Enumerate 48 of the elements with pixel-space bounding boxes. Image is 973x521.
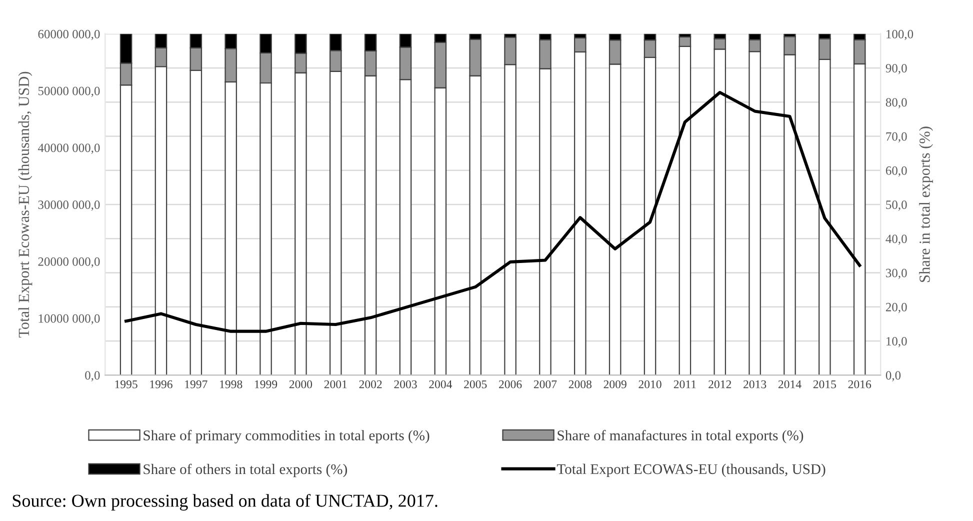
- y-tick-label: 60000 000,0: [38, 30, 100, 40]
- y-tick-label: 40000 000,0: [38, 144, 100, 154]
- x-tick-label: 1998: [220, 380, 242, 388]
- legend-label: Share of others in total exports (%): [144, 464, 347, 478]
- x-tick-label: 1999: [255, 380, 278, 388]
- x-tick-label: 2014: [778, 380, 802, 388]
- source-note: Source: Own processing based on data of UNCTAD, 2017.: [12, 494, 438, 511]
- x-tick-label: 2000: [289, 380, 312, 388]
- y-tick-label: 50000 000,0: [38, 86, 100, 97]
- y2-tick-label: 60,0: [886, 166, 907, 177]
- x-tick-label: 2016: [848, 380, 872, 388]
- x-tick-label: 2015: [813, 380, 836, 388]
- x-tick-label: 2007: [534, 380, 557, 388]
- x-tick-label: 1995: [115, 380, 138, 388]
- legend-label: Total Export ECOWAS-EU (thousands, USD): [556, 464, 826, 478]
- x-tick-label: 1996: [150, 380, 172, 388]
- y2-tick-label: 30,0: [886, 268, 907, 279]
- x-tick-label: 2003: [394, 380, 417, 388]
- x-tick-label: 2004: [429, 380, 452, 388]
- y-tick-label: 0,0: [85, 371, 100, 382]
- x-tick-label: 2006: [499, 380, 522, 388]
- y2-tick-label: 50,0: [886, 200, 907, 211]
- x-tick-label: 1997: [185, 380, 208, 388]
- x-tick-label: 2012: [708, 380, 732, 388]
- line-series: [124, 90, 862, 333]
- x-tick-label: 2001: [324, 380, 347, 388]
- y-tick-label: 10000 000,0: [38, 314, 100, 325]
- x-tick-label: 2002: [359, 380, 382, 388]
- y2-tick-label: 10,0: [886, 337, 907, 348]
- y2-tick-label: 70,0: [886, 132, 907, 142]
- y-tick-label: 20000 000,0: [38, 257, 100, 268]
- y2-tick-label: 80,0: [886, 98, 907, 108]
- x-tick-label: 2013: [744, 380, 766, 388]
- y2-axis-title: Share in total exports (%): [919, 126, 933, 282]
- y2-tick-label: 100,0: [886, 30, 914, 40]
- x-tick-label: 2008: [568, 380, 592, 388]
- x-tick-label: 2005: [464, 380, 487, 388]
- y2-tick-label: 40,0: [886, 234, 907, 245]
- y-axis-title: Total Export Ecowas-EU (thousands, USD): [18, 72, 32, 338]
- y2-tick-label: 90,0: [886, 64, 907, 74]
- x-tick-label: 2009: [604, 380, 626, 388]
- legend-label: Share of primary commodities in total eports (%): [144, 430, 430, 444]
- x-tick-label: 2010: [638, 380, 662, 388]
- y2-tick-label: 0,0: [886, 371, 901, 382]
- x-tick-label: 2011: [674, 380, 696, 388]
- legend-label: Share of manafactures in total exports (%): [558, 430, 804, 444]
- y2-tick-label: 20,0: [886, 302, 907, 314]
- y-tick-label: 30000 000,0: [38, 200, 100, 211]
